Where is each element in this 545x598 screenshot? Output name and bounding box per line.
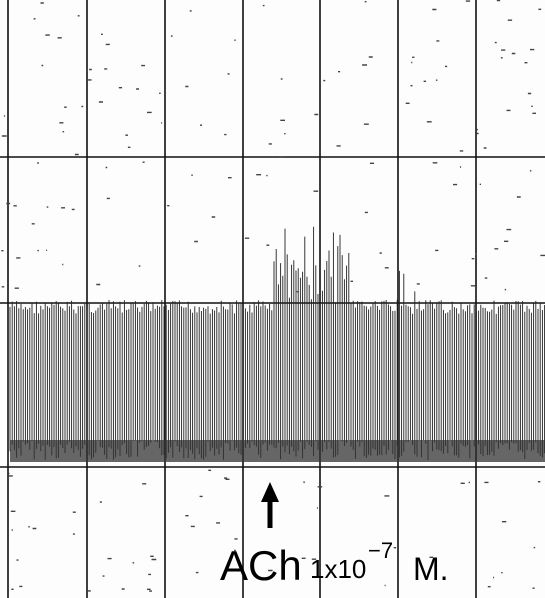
arrow-head: [261, 482, 279, 502]
baseline-band: [10, 440, 545, 462]
agent-label: ACh: [220, 542, 302, 589]
trace-lines: [9, 226, 545, 460]
concentration-label: 1x10: [310, 554, 366, 584]
exponent-label: −7: [368, 538, 393, 563]
unit-label: M.: [413, 551, 449, 587]
arrow: [261, 482, 279, 528]
